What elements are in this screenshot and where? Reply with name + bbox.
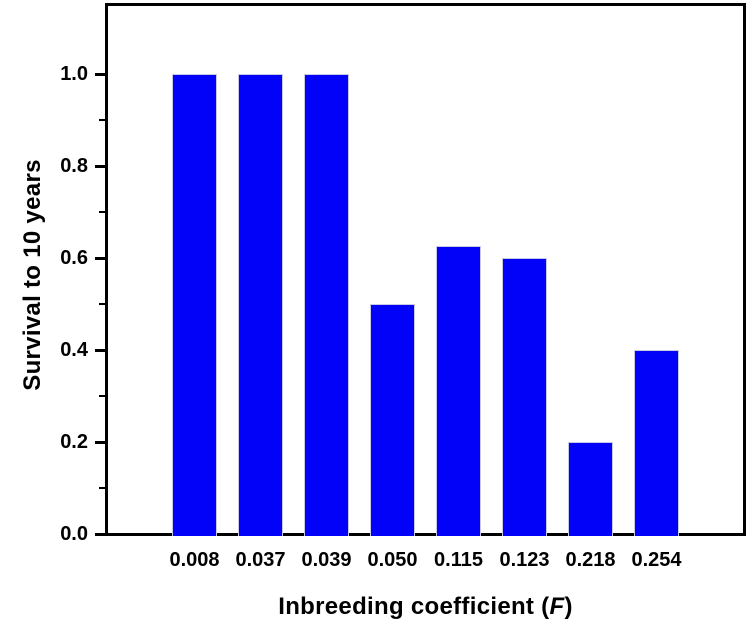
y-minor-tick <box>99 395 105 397</box>
bar <box>634 350 679 536</box>
x-axis-title: Inbreeding coefficient (F) <box>105 593 746 621</box>
bar <box>238 74 283 536</box>
y-tick-label: 0.8 <box>60 155 88 177</box>
y-major-tick <box>95 533 105 536</box>
bar <box>436 246 481 536</box>
y-tick-label: 0.4 <box>60 339 88 361</box>
x-axis-title-italic-f: F <box>549 593 565 620</box>
bar <box>502 258 547 536</box>
y-minor-tick <box>99 487 105 489</box>
y-tick-label: 1.0 <box>60 63 88 85</box>
y-major-tick <box>95 165 105 168</box>
y-minor-tick <box>99 303 105 305</box>
y-minor-tick <box>99 211 105 213</box>
x-tick-label: 0.218 <box>565 549 616 571</box>
y-major-tick <box>95 73 105 76</box>
x-axis-title-text: Inbreeding coefficient ( <box>278 593 550 620</box>
x-tick-label: 0.039 <box>301 549 352 571</box>
x-tick-label: 0.115 <box>434 549 483 571</box>
x-tick-label: 0.050 <box>367 549 418 571</box>
bar <box>370 304 415 536</box>
bar <box>172 74 217 536</box>
x-tick-label: 0.254 <box>631 549 682 571</box>
y-major-tick <box>95 257 105 260</box>
y-major-tick <box>95 349 105 352</box>
x-tick-label: 0.008 <box>169 549 220 571</box>
x-tick-label: 0.037 <box>235 549 286 571</box>
x-tick-label: 0.123 <box>499 549 550 571</box>
y-tick-label: 0.2 <box>60 431 88 453</box>
x-axis-title-suffix: ) <box>564 593 573 620</box>
y-major-tick <box>95 441 105 444</box>
y-minor-tick <box>99 119 105 121</box>
y-tick-label: 0.0 <box>60 523 88 545</box>
bar <box>568 442 613 536</box>
bar <box>304 74 349 536</box>
y-tick-label: 0.6 <box>60 247 88 269</box>
